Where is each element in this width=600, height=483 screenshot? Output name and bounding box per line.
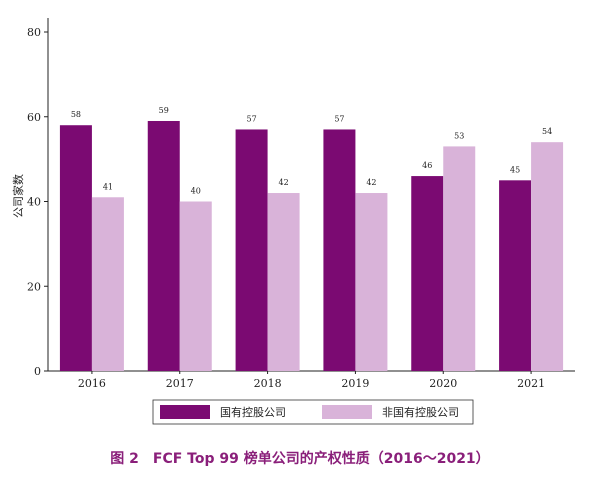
bar-non-state-owned-2018 [267, 193, 300, 371]
bar-non-state-owned-2017 [179, 201, 212, 371]
bar-state-owned-2020 [411, 176, 444, 371]
y-tick-label: 20 [27, 280, 41, 293]
bar-non-state-owned-2016 [91, 197, 124, 371]
bar-non-state-owned-2021 [531, 142, 564, 371]
bar-value-label: 57 [246, 114, 256, 123]
bar-value-label: 40 [191, 187, 201, 196]
bar-value-labels: 58 59 57 57 46 45 41 40 42 42 53 54 [71, 106, 552, 196]
bar-state-owned-2018 [235, 129, 268, 371]
x-tick-label: 2021 [517, 377, 545, 390]
bar-state-owned-2016 [59, 125, 92, 371]
x-tick-label: 2016 [78, 377, 106, 390]
legend-label-state-owned: 国有控股公司 [220, 405, 286, 419]
legend-swatch-state-owned [160, 405, 210, 419]
y-axis-title: 公司家数 [11, 174, 25, 218]
bars [59, 120, 564, 371]
bar-state-owned-2021 [499, 180, 532, 371]
legend-swatch-non-state-owned [322, 405, 372, 419]
x-tick-label: 2018 [254, 377, 282, 390]
bar-value-label: 45 [510, 165, 520, 174]
bar-value-label: 41 [103, 182, 113, 191]
bar-value-label: 59 [159, 106, 169, 115]
y-tick-label: 0 [34, 365, 41, 378]
bar-non-state-owned-2020 [443, 146, 476, 371]
bar-value-label: 42 [278, 178, 288, 187]
bar-state-owned-2019 [323, 129, 356, 371]
legend: 国有控股公司 非国有控股公司 [152, 399, 474, 425]
x-tick-label: 2020 [429, 377, 457, 390]
bar-value-label: 54 [542, 127, 552, 136]
axes: 0 20 40 60 80 2016 2017 2018 2019 2020 2021 [27, 18, 575, 390]
bar-value-label: 58 [71, 110, 81, 119]
x-tick-label: 2017 [166, 377, 194, 390]
bar-value-label: 42 [366, 178, 376, 187]
bar-chart: 0 20 40 60 80 2016 2017 2018 2019 2020 2021 58 59 57… [11, 18, 575, 425]
bar-value-label: 46 [422, 161, 432, 170]
x-tick-label: 2019 [341, 377, 369, 390]
bar-value-label: 57 [334, 114, 344, 123]
figure-caption: 图 2 FCF Top 99 榜单公司的产权性质（2016～2021） [110, 451, 490, 467]
y-tick-label: 60 [27, 111, 41, 124]
y-tick-label: 80 [27, 26, 41, 39]
bar-non-state-owned-2019 [355, 193, 388, 371]
legend-label-non-state-owned: 非国有控股公司 [382, 405, 459, 419]
bar-state-owned-2017 [147, 120, 180, 371]
legend-box [152, 399, 474, 425]
y-tick-label: 40 [27, 196, 41, 209]
bar-value-label: 53 [454, 131, 464, 140]
